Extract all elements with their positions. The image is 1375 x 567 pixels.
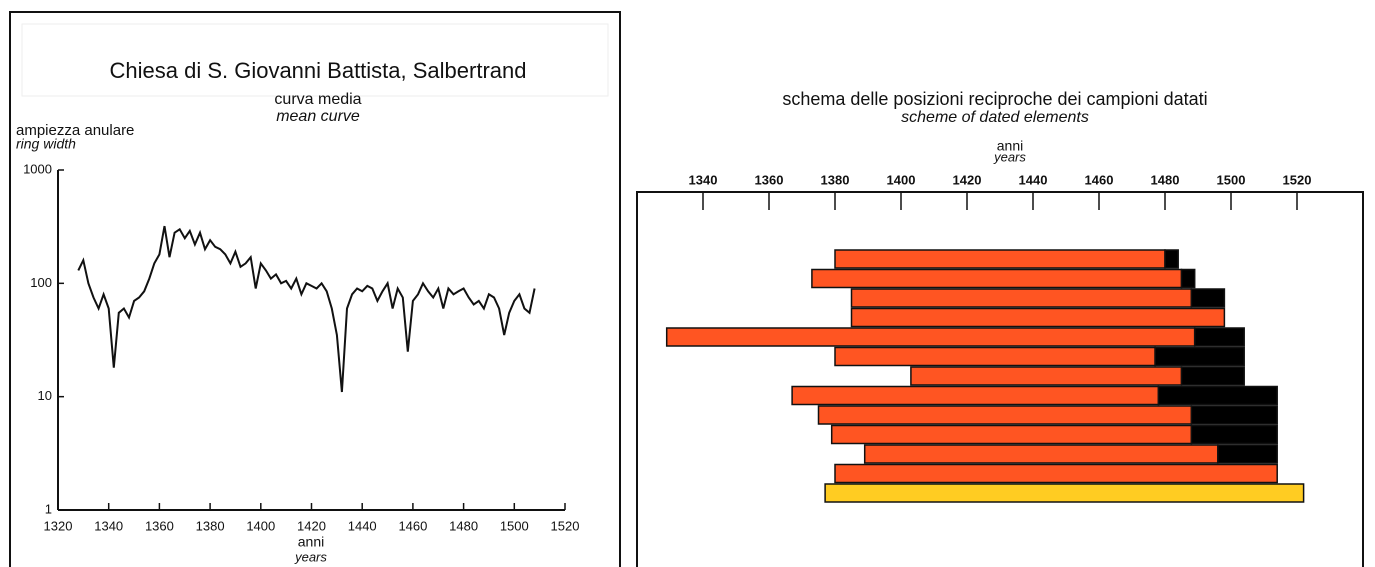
- x-tick-label: 1440: [1019, 172, 1048, 187]
- subtitle: curva media: [274, 91, 361, 108]
- x-tick-label: 1520: [1283, 172, 1312, 187]
- bar-segment: [834, 249, 1166, 269]
- bar-segment: [1180, 366, 1245, 386]
- y-axis-label-en: ring width: [16, 136, 76, 152]
- x-tick-label: 1460: [1085, 172, 1114, 187]
- x-tick-label: 1380: [196, 518, 225, 533]
- y-tick-label: 10: [38, 388, 52, 403]
- x-tick-label: 1420: [297, 518, 326, 533]
- x-tick-label: 1460: [398, 518, 427, 533]
- subtitle-en: mean curve: [276, 108, 360, 125]
- bar-segment: [811, 268, 1183, 289]
- x-axis-label-en: years: [993, 149, 1026, 164]
- bar-segment: [1190, 288, 1226, 308]
- x-tick-label: 1500: [1217, 172, 1246, 187]
- bar-segment: [850, 288, 1193, 308]
- left-frame: [9, 11, 621, 567]
- x-tick-label: 1400: [887, 172, 916, 187]
- bar-segment: [1217, 444, 1278, 464]
- x-tick-label: 1340: [94, 518, 123, 533]
- x-tick-label: 1340: [689, 172, 718, 187]
- bar-segment: [824, 483, 1305, 503]
- x-tick-label: 1500: [500, 518, 529, 533]
- y-tick-label: 1000: [23, 161, 52, 176]
- chart-title: schema delle posizioni reciproche dei ca…: [782, 89, 1207, 109]
- bar-segment: [863, 444, 1219, 464]
- x-tick-label: 1380: [821, 172, 850, 187]
- x-tick-label: 1440: [348, 518, 377, 533]
- x-tick-label: 1420: [953, 172, 982, 187]
- title-box: [21, 23, 609, 97]
- x-axis-label: anni: [298, 534, 324, 550]
- right-frame: [636, 191, 1364, 567]
- bar-segment: [1157, 385, 1278, 406]
- x-tick-label: 1520: [551, 518, 580, 533]
- bar-segment: [1154, 346, 1245, 367]
- chart-title: Chiesa di S. Giovanni Battista, Salbertr…: [109, 58, 526, 83]
- bar-segment: [830, 424, 1193, 445]
- bar-segment: [1193, 327, 1245, 347]
- y-axis-label: ampiezza anulare: [16, 122, 134, 139]
- bar-segment: [910, 366, 1183, 386]
- bar-segment: [817, 405, 1193, 425]
- x-axis-label: anni: [997, 138, 1023, 154]
- x-tick-label: 1480: [449, 518, 478, 533]
- bar-segment: [791, 385, 1160, 406]
- bar-segment: [834, 346, 1156, 367]
- data-line: [77, 225, 536, 393]
- subtitle: scheme of dated elements: [901, 109, 1089, 126]
- y-tick-label: 1: [45, 501, 52, 516]
- x-tick-label: 1360: [755, 172, 784, 187]
- bar-segment: [1190, 405, 1278, 425]
- x-tick-label: 1400: [246, 518, 275, 533]
- bar-segment: [665, 327, 1196, 347]
- bar-segment: [850, 307, 1226, 328]
- bar-segment: [1180, 268, 1196, 289]
- x-axis-label-en: years: [294, 549, 327, 564]
- x-tick-label: 1480: [1151, 172, 1180, 187]
- y-tick-label: 100: [30, 275, 52, 290]
- bar-segment: [1164, 249, 1179, 269]
- bar-segment: [1190, 424, 1278, 445]
- x-tick-label: 1360: [145, 518, 174, 533]
- bar-segment: [834, 463, 1278, 484]
- x-tick-label: 1320: [44, 518, 73, 533]
